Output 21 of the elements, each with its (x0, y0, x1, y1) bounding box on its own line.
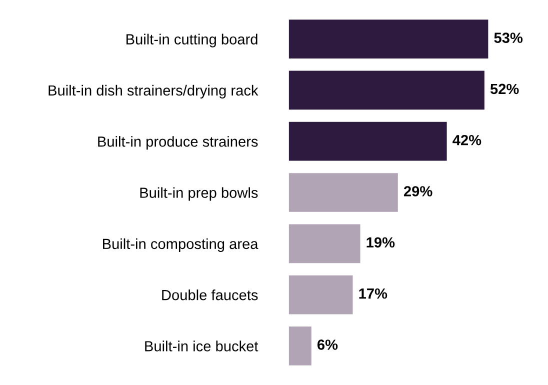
data-label: 29% (404, 186, 432, 196)
y-tick-label: Built-in ice bucket (145, 340, 258, 352)
y-tick-label: Built-in cutting board (126, 34, 258, 48)
y-tick-label: Built-in composting area (103, 238, 258, 252)
bar (288, 20, 488, 58)
bar (288, 326, 312, 366)
bar (288, 224, 360, 264)
data-label: 53% (494, 32, 523, 43)
data-label: 42% (452, 134, 482, 146)
bar (288, 70, 484, 110)
y-tick-label: Built-in prep bowls (140, 187, 258, 201)
data-label: 17% (359, 288, 388, 299)
bar (288, 122, 447, 161)
bar (288, 173, 398, 212)
bar (288, 275, 353, 314)
y-tick-label: Built-in dish strainers/drying rack (48, 84, 258, 99)
y-tick-label: Double faucets (162, 290, 258, 300)
y-tick-label: Built-in produce strainers (98, 136, 258, 150)
data-label: 52% (490, 84, 519, 94)
data-label: 19% (366, 237, 395, 248)
data-label: 6% (317, 340, 338, 350)
